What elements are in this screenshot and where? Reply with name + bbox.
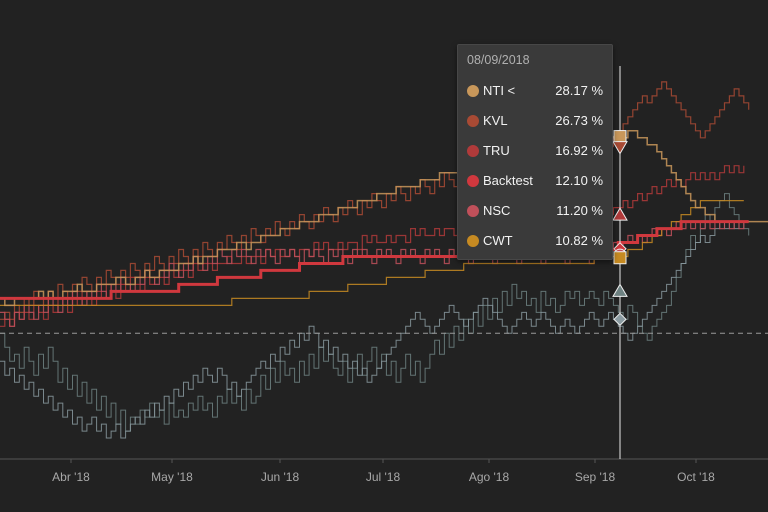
hover-marker-unlabeled-6: [612, 283, 628, 297]
series-line-tru: [0, 165, 745, 327]
x-tick-label: May '18: [151, 470, 193, 484]
tooltip-series-name: NSC: [483, 203, 511, 218]
tru-color-dot: [467, 145, 479, 157]
nti-color-dot: [467, 85, 479, 97]
x-tick-label: Jun '18: [261, 470, 300, 484]
tooltip-series-name: TRU: [483, 143, 510, 158]
tooltip-row-backtest: Backtest 12.10 %: [467, 172, 607, 192]
x-tick-label: Sep '18: [575, 470, 616, 484]
tooltip-series-value: 11.20 %: [556, 203, 603, 218]
tooltip-series-value: 10.82 %: [555, 233, 603, 248]
cwt-color-dot: [467, 235, 479, 247]
tooltip-row-kvl: KVL 26.73 %: [467, 112, 607, 132]
hover-tooltip: 08/09/2018 NTI < 28.17 % KVL 26.73 % TRU…: [457, 44, 613, 260]
series-line-nti: [0, 130, 768, 307]
hover-marker-nti: [613, 130, 627, 144]
tooltip-row-cwt: CWT 10.82 %: [467, 232, 607, 252]
series-line-unlabeled-6: [0, 193, 750, 432]
x-tick-label: Ago '18: [469, 470, 510, 484]
hover-marker-tru: [612, 207, 628, 221]
tooltip-row-nti: NTI < 28.17 %: [467, 82, 607, 102]
hover-marker-kvl: [612, 141, 628, 155]
tooltip-series-name: KVL: [483, 113, 508, 128]
backtest-color-dot: [467, 175, 479, 187]
tooltip-row-nsc: NSC 11.20 %: [467, 202, 607, 222]
hover-markers: [612, 130, 628, 327]
tooltip-date: 08/09/2018: [467, 53, 530, 67]
x-tick-label: Abr '18: [52, 470, 90, 484]
tooltip-series-name: CWT: [483, 233, 513, 248]
tooltip-series-value: 28.17 %: [555, 83, 603, 98]
tooltip-series-value: 16.92 %: [555, 143, 603, 158]
x-tick-label: Jul '18: [366, 470, 401, 484]
tooltip-series-name: NTI <: [483, 83, 516, 98]
series-line-cwt: [0, 200, 744, 306]
series-line-backtest: [0, 220, 749, 300]
x-axis-ticks: Abr '18 May '18 Jun '18 Jul '18 Ago '18 Sep '…: [52, 459, 715, 484]
series-layer: [0, 81, 768, 439]
tooltip-row-tru: TRU 16.92 %: [467, 142, 607, 162]
x-tick-label: Oct '18: [677, 470, 715, 484]
kvl-color-dot: [467, 115, 479, 127]
nsc-color-dot: [467, 205, 479, 217]
series-line-kvl: [0, 81, 750, 320]
tooltip-series-name: Backtest: [483, 173, 533, 188]
hover-marker-unlabeled-7: [613, 312, 627, 327]
tooltip-series-value: 12.10 %: [555, 173, 603, 188]
tooltip-series-value: 26.73 %: [555, 113, 603, 128]
hover-marker-cwt: [613, 251, 627, 265]
